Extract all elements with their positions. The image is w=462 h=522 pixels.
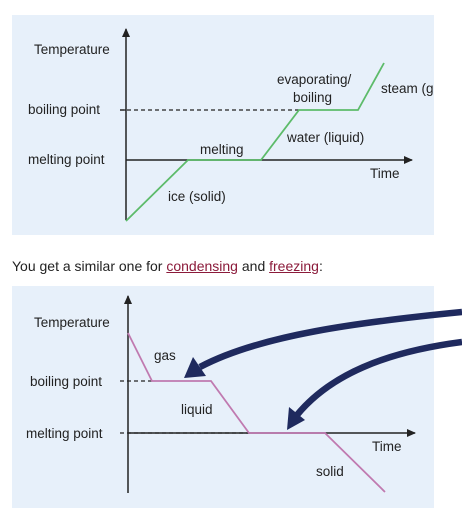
stage-label-water: water (liquid) [286, 130, 364, 145]
x-axis-label: Time [372, 439, 402, 454]
boiling-point-label: boiling point [28, 102, 100, 117]
cooling-curve-line [127, 332, 386, 493]
freezing-link[interactable]: freezing [269, 258, 319, 274]
stage-label-evaporating: evaporating/ [277, 72, 352, 87]
stage-label-melting: melting [200, 142, 244, 157]
y-axis-label: Temperature [34, 42, 110, 57]
y-axis-label: Temperature [34, 315, 110, 330]
stage-label-boiling: boiling [293, 90, 332, 105]
heating-curve-panel: Temperature boiling point melting point … [12, 15, 434, 235]
sentence-text-start: You get a similar one for [12, 258, 167, 274]
heating-curve-line [125, 62, 385, 222]
stage-label-ice: ice (solid) [168, 189, 226, 204]
melting-point-label: melting point [28, 152, 105, 167]
stage-label-gas: gas [154, 348, 176, 363]
stage-label-steam: steam (gas) [381, 81, 434, 96]
intro-sentence: You get a similar one for condensing and… [12, 258, 323, 274]
cooling-curve-diagram: Temperature boiling point melting point … [26, 295, 416, 493]
heating-curve-diagram: Temperature boiling point melting point … [28, 28, 434, 222]
melting-point-label: melting point [26, 426, 103, 441]
stage-label-solid: solid [316, 464, 344, 479]
boiling-point-label: boiling point [30, 374, 102, 389]
condensing-link[interactable]: condensing [166, 258, 238, 274]
stage-label-liquid: liquid [181, 402, 213, 417]
sentence-text-end: : [318, 258, 323, 274]
cooling-curve-panel: Temperature boiling point melting point … [12, 286, 434, 508]
x-axis-label: Time [370, 166, 400, 181]
sentence-text-middle: and [237, 258, 270, 274]
